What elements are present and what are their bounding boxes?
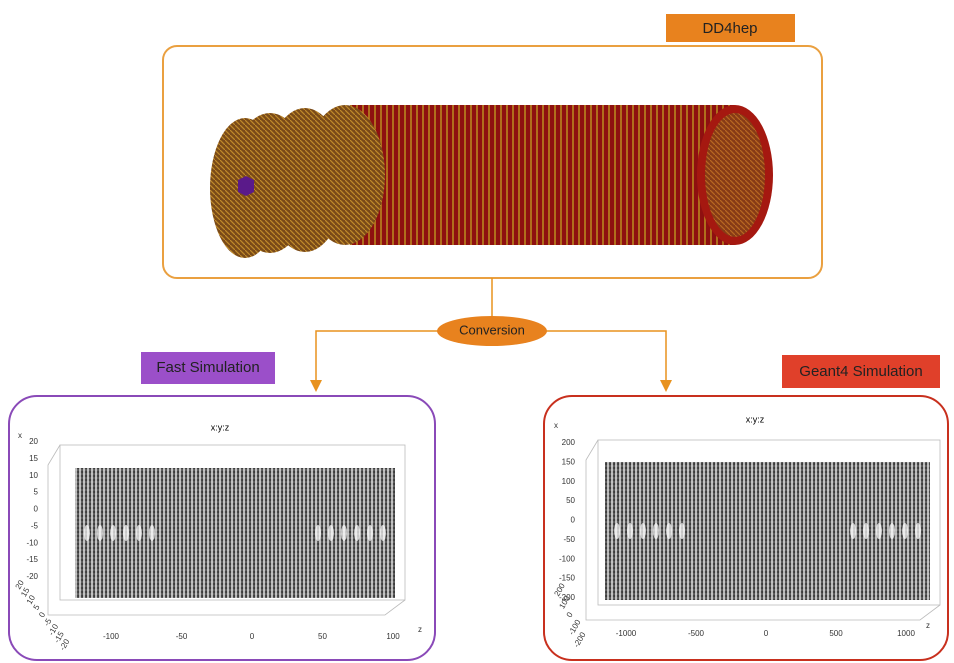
x-tick-label: -100 [559,554,576,563]
arrow [316,331,440,386]
ring-points [876,523,882,539]
ring-points [341,525,347,541]
z-tick-label: -500 [688,629,705,638]
x-tick-label: -15 [26,555,38,564]
x-tick-label: -20 [26,572,38,581]
x-tick-label: -50 [563,535,575,544]
z-tick-label: 50 [318,632,327,641]
panel-label: Fast Simulation [156,359,259,376]
panel-label: Geant4 Simulation [799,363,922,380]
z-tick-label: -100 [103,632,120,641]
ring-points [123,525,129,541]
ring-points [614,523,620,539]
ring-points [863,523,869,539]
ring-points [97,525,103,541]
x-tick-label: -10 [26,538,38,547]
ring-points [679,523,685,539]
x-tick-label: -5 [31,521,39,530]
ring-points [915,523,921,539]
ring-points [653,523,659,539]
x-tick-label: 50 [566,496,575,505]
z-axis-label: z [418,625,422,634]
detector-image [210,105,773,258]
z-tick-label: 0 [764,629,769,638]
ring-points [367,525,373,541]
x-axis-label: x [18,431,22,440]
ring-points [136,525,142,541]
x-tick-label: 0 [571,516,576,525]
connector-label: Conversion [459,322,525,337]
z-tick-label: 500 [829,629,843,638]
z-tick-label: -50 [176,632,188,641]
x-tick-label: 15 [29,454,38,463]
plot-title: x:y:z [211,422,230,432]
ring-points [850,523,856,539]
ring-points [889,523,895,539]
x-tick-label: 5 [34,488,39,497]
ring-points [380,525,386,541]
ring-points [149,525,155,541]
ring-points [315,525,321,541]
x-tick-label: 20 [29,437,38,446]
z-axis-label: z [926,621,930,630]
z-tick-label: 1000 [897,629,915,638]
ring-points [666,523,672,539]
x-axis-label: x [554,421,558,430]
x-tick-label: 200 [562,438,576,447]
z-tick-label: 0 [250,632,255,641]
x-tick-label: 100 [562,477,576,486]
diagram: DD4hep Conversion Fast Simulation Geant4… [0,0,954,663]
ring-points [84,525,90,541]
ring-points [902,523,908,539]
x-tick-label: 150 [562,457,576,466]
plot-title: x:y:z [746,414,765,424]
x-tick-label: -150 [559,574,576,583]
z-tick-label: 100 [386,632,400,641]
x-tick-label: 10 [29,471,38,480]
ring-points [640,523,646,539]
arrow [545,331,666,386]
z-tick-label: -1000 [616,629,637,638]
ring-points [328,525,334,541]
top-label: DD4hep [702,20,757,37]
ring-points [354,525,360,541]
ring-points [110,525,116,541]
x-tick-label: 0 [34,505,39,514]
ring-points [627,523,633,539]
